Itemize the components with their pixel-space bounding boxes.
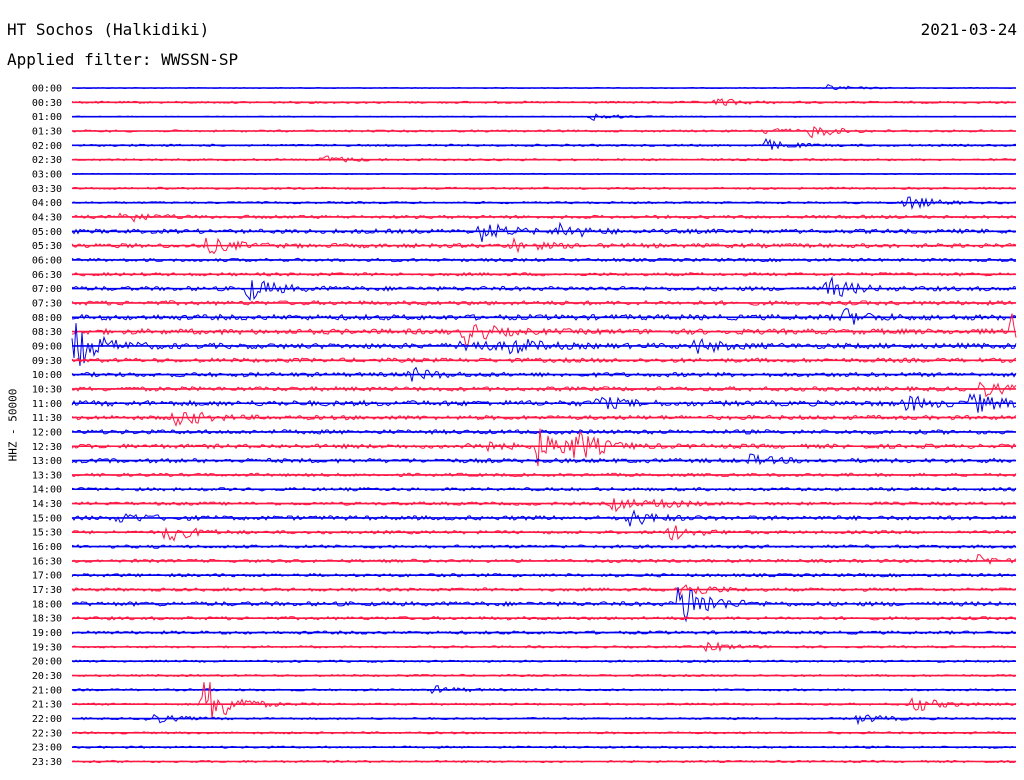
trace-line — [71, 682, 1017, 719]
trace-line — [71, 83, 1017, 91]
row-time-label: 20:30 — [32, 671, 62, 682]
row-time-label: 06:00 — [32, 255, 62, 266]
row-time-label: 08:00 — [32, 313, 62, 324]
date-label: 2021-03-24 — [920, 20, 1017, 39]
row-time-label: 05:00 — [32, 227, 62, 238]
row-time-label: 00:00 — [32, 84, 62, 95]
row-time-label: 04:00 — [32, 198, 62, 209]
row-time-label: 19:30 — [32, 642, 62, 653]
trace-line — [71, 313, 1017, 346]
row-time-label: 03:00 — [32, 169, 62, 180]
row-time-label: 16:30 — [32, 556, 62, 567]
row-time-label: 12:00 — [32, 427, 62, 438]
row-time-label: 20:00 — [32, 657, 62, 668]
row-time-label: 13:00 — [32, 456, 62, 467]
trace-line — [71, 554, 1017, 565]
row-time-label: 05:30 — [32, 241, 62, 252]
row-time-label: 02:00 — [32, 141, 62, 152]
row-time-label: 22:30 — [32, 728, 62, 739]
row-time-label: 08:30 — [32, 327, 62, 338]
row-time-label: 21:00 — [32, 685, 62, 696]
row-time-label: 19:00 — [32, 628, 62, 639]
row-time-label: 10:30 — [32, 384, 62, 395]
row-time-label: 02:30 — [32, 155, 62, 166]
trace-line — [71, 137, 1016, 150]
row-time-label: 18:00 — [32, 599, 62, 610]
row-time-label: 11:30 — [32, 413, 62, 424]
row-time-label: 04:30 — [32, 212, 62, 223]
row-time-label: 22:00 — [32, 714, 62, 725]
station-title: HT Sochos (Halkidiki) — [7, 20, 210, 39]
trace-line — [71, 509, 1017, 527]
trace-line — [71, 125, 1017, 139]
trace-line — [71, 453, 1017, 466]
row-time-label: 12:30 — [32, 442, 62, 453]
row-time-label: 00:30 — [32, 98, 62, 109]
row-time-label: 14:30 — [32, 499, 62, 510]
row-time-label: 01:30 — [32, 126, 62, 137]
trace-line — [71, 525, 1017, 542]
row-time-label: 13:30 — [32, 470, 62, 481]
row-time-label: 10:00 — [32, 370, 62, 381]
row-time-label: 09:30 — [32, 356, 62, 367]
row-time-label: 15:30 — [32, 528, 62, 539]
row-time-label: 17:00 — [32, 571, 62, 582]
row-time-label: 06:30 — [32, 270, 62, 281]
row-time-label: 09:00 — [32, 341, 62, 352]
row-time-label: 11:00 — [32, 399, 62, 410]
trace-line — [71, 411, 1017, 428]
trace-line — [71, 498, 1017, 513]
filter-label: Applied filter: WWSSN-SP — [7, 50, 239, 69]
row-time-label: 16:00 — [32, 542, 62, 553]
row-time-label: 14:00 — [32, 485, 62, 496]
row-time-label: 21:30 — [32, 700, 62, 711]
trace-line — [71, 221, 1017, 243]
row-time-label: 17:30 — [32, 585, 62, 596]
row-time-label: 18:30 — [32, 614, 62, 625]
row-time-label: 23:30 — [32, 757, 62, 768]
row-time-label: 23:00 — [32, 743, 62, 754]
row-time-label: 03:30 — [32, 184, 62, 195]
row-time-label: 15:00 — [32, 513, 62, 524]
row-time-label: 01:00 — [32, 112, 62, 123]
row-time-label: 07:30 — [32, 298, 62, 309]
row-time-label: 07:00 — [32, 284, 62, 295]
